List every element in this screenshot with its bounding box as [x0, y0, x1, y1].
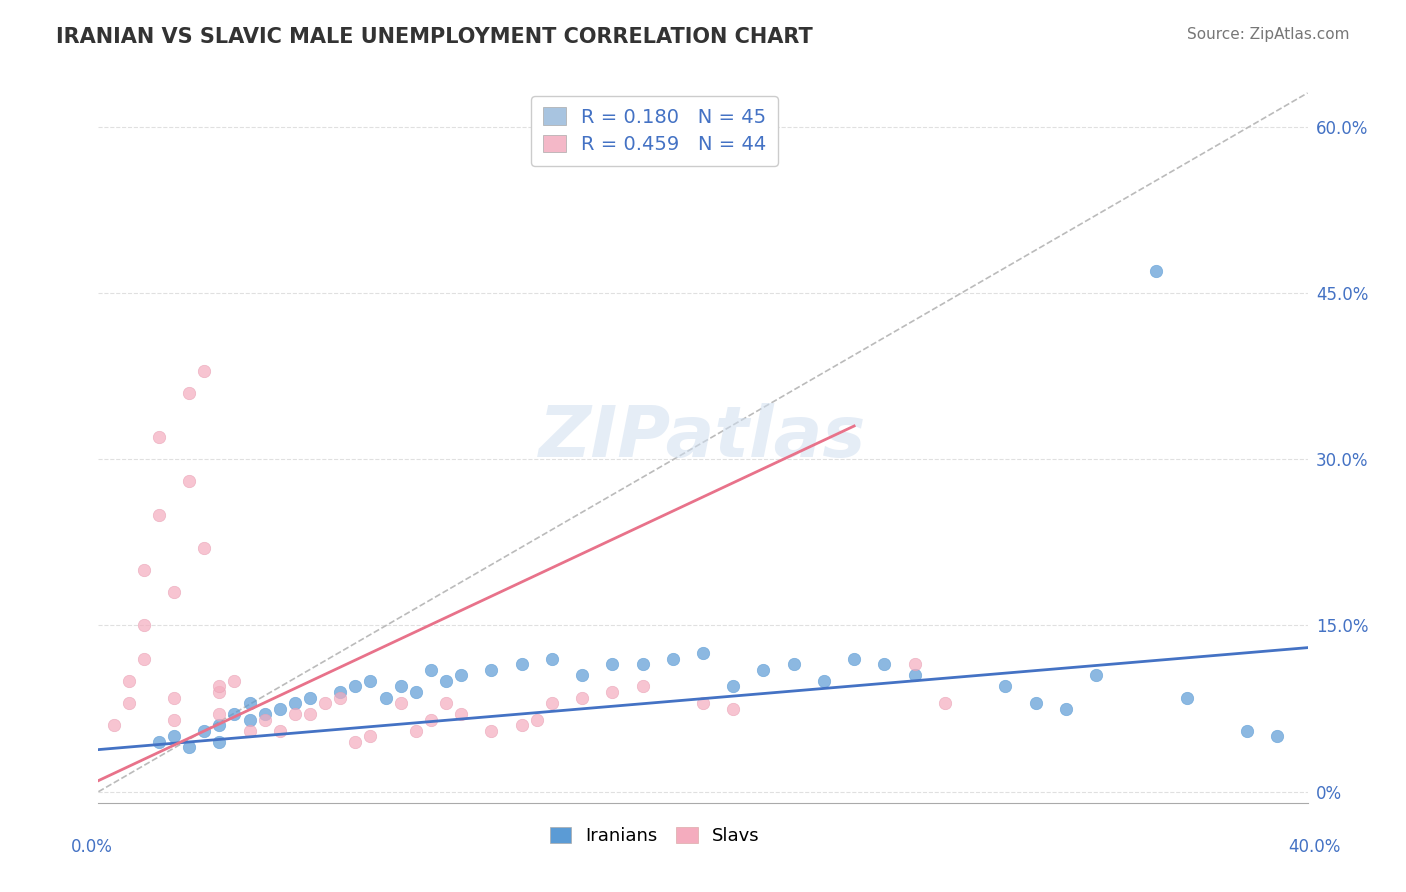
Point [284, 696, 307, 710]
Point [873, 657, 896, 672]
Point [813, 673, 835, 688]
Point [844, 651, 866, 665]
Point [208, 685, 231, 699]
Point [299, 707, 322, 722]
Point [208, 718, 231, 732]
Point [904, 668, 927, 682]
Point [481, 723, 503, 738]
Text: 40.0%: 40.0% [1288, 838, 1341, 855]
Point [389, 696, 412, 710]
Point [434, 673, 457, 688]
Point [269, 723, 291, 738]
Point [405, 723, 427, 738]
Point [389, 680, 412, 694]
Point [783, 657, 806, 672]
Point [510, 718, 533, 732]
Point [132, 618, 155, 632]
Point [148, 508, 170, 522]
Text: 0.0%: 0.0% [70, 838, 112, 855]
Point [994, 680, 1017, 694]
Text: ZIPatlas: ZIPatlas [540, 402, 866, 472]
Point [239, 696, 262, 710]
Point [1175, 690, 1198, 705]
Point [163, 690, 186, 705]
Point [208, 735, 231, 749]
Point [193, 723, 215, 738]
Point [163, 729, 186, 743]
Point [481, 663, 503, 677]
Legend: Iranians, Slavs: Iranians, Slavs [543, 820, 766, 852]
Point [631, 680, 654, 694]
Point [510, 657, 533, 672]
Point [360, 729, 382, 743]
Point [540, 651, 562, 665]
Point [132, 563, 155, 577]
Point [434, 696, 457, 710]
Point [299, 690, 322, 705]
Point [540, 696, 562, 710]
Point [450, 707, 472, 722]
Point [179, 385, 201, 400]
Point [1024, 696, 1046, 710]
Point [420, 713, 443, 727]
Point [1267, 729, 1289, 743]
Point [420, 663, 443, 677]
Point [239, 713, 262, 727]
Point [103, 718, 125, 732]
Point [179, 740, 201, 755]
Point [934, 696, 956, 710]
Text: Source: ZipAtlas.com: Source: ZipAtlas.com [1187, 27, 1350, 42]
Point [179, 475, 201, 489]
Point [132, 651, 155, 665]
Point [239, 723, 262, 738]
Point [148, 430, 170, 444]
Point [692, 646, 714, 660]
Point [723, 680, 745, 694]
Point [269, 701, 291, 715]
Point [224, 673, 246, 688]
Point [148, 735, 170, 749]
Point [1085, 668, 1108, 682]
Point [374, 690, 396, 705]
Point [193, 363, 215, 377]
Point [450, 668, 472, 682]
Point [526, 713, 548, 727]
Point [284, 707, 307, 722]
Point [602, 685, 624, 699]
Point [208, 707, 231, 722]
Point [1054, 701, 1077, 715]
Point [329, 685, 352, 699]
Point [571, 690, 593, 705]
Point [344, 735, 367, 749]
Point [631, 657, 654, 672]
Point [329, 690, 352, 705]
Point [752, 663, 775, 677]
Point [360, 673, 382, 688]
Point [118, 696, 141, 710]
Point [163, 585, 186, 599]
Point [602, 657, 624, 672]
Point [692, 696, 714, 710]
Point [118, 673, 141, 688]
Point [661, 651, 683, 665]
Point [723, 701, 745, 715]
Point [1144, 264, 1167, 278]
Point [224, 707, 246, 722]
Point [163, 713, 186, 727]
Point [253, 713, 276, 727]
Point [193, 541, 215, 555]
Point [344, 680, 367, 694]
Point [904, 657, 927, 672]
Point [1236, 723, 1258, 738]
Point [208, 680, 231, 694]
Point [405, 685, 427, 699]
Point [253, 707, 276, 722]
Text: IRANIAN VS SLAVIC MALE UNEMPLOYMENT CORRELATION CHART: IRANIAN VS SLAVIC MALE UNEMPLOYMENT CORR… [56, 27, 813, 46]
Point [314, 696, 336, 710]
Point [571, 668, 593, 682]
